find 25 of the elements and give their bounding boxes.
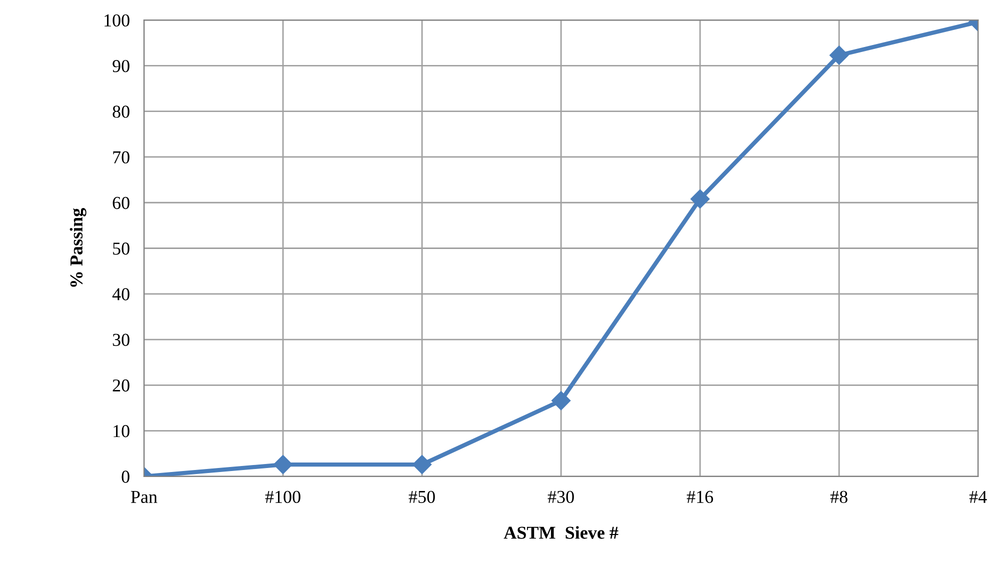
y-axis-title: % Passing	[70, 208, 86, 287]
y-tick-label: 50	[113, 242, 130, 255]
x-axis-title: ASTM Sieve #	[504, 526, 618, 539]
y-tick-label: 40	[112, 288, 130, 300]
y-tick-label: 80	[112, 106, 130, 118]
point	[690, 189, 710, 209]
x-tick-label: #4	[969, 490, 987, 503]
y-tick-label: 90	[112, 60, 130, 72]
y-tick-label: 70	[113, 151, 130, 164]
x-tick-label: #30	[548, 490, 574, 504]
y-tick-label: 20	[112, 379, 130, 392]
x-tick-label: #100	[265, 490, 300, 504]
point	[273, 455, 293, 474]
x-tick-label: #50	[408, 490, 435, 504]
y-tick-label: 0	[122, 470, 130, 483]
x-tick-label: #16	[686, 490, 714, 504]
point	[412, 455, 432, 474]
y-tick-label: 30	[112, 334, 130, 346]
point	[552, 391, 571, 410]
y-tick-label: 60	[112, 196, 130, 210]
x-tick-label: #8	[830, 490, 848, 504]
y-tick-label: 10	[114, 425, 130, 438]
point	[830, 46, 849, 65]
y-tick-label: 100	[104, 14, 130, 27]
x-tick-label: Pan	[130, 491, 158, 504]
